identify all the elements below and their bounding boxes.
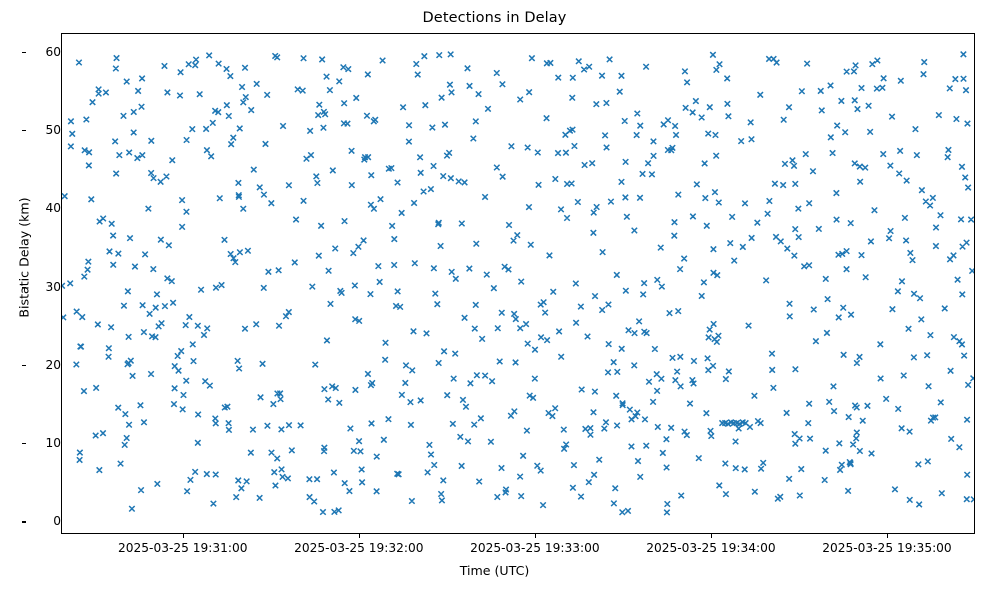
x-tick-label: 2025-03-25 19:34:00 xyxy=(646,541,776,555)
y-tick-label: 0 xyxy=(53,514,61,529)
y-tick-mark xyxy=(22,364,26,366)
y-tick-mark xyxy=(22,443,26,445)
plot-area xyxy=(61,33,975,534)
x-axis-label: Time (UTC) xyxy=(459,563,530,578)
x-tick-mark xyxy=(710,534,712,538)
y-tick-label: 60 xyxy=(45,44,61,59)
x-tick-label: 2025-03-25 19:35:00 xyxy=(822,541,952,555)
x-tick-mark xyxy=(886,534,889,538)
x-tick-label: 2025-03-25 19:32:00 xyxy=(294,541,424,555)
y-tick-label: 50 xyxy=(45,123,61,138)
x-tick-label: 2025-03-25 19:33:00 xyxy=(470,541,600,555)
scatter-points xyxy=(62,51,974,516)
y-tick-mark xyxy=(22,208,26,210)
marker-group xyxy=(62,51,974,516)
x-tick-mark xyxy=(182,534,184,538)
x-tick-mark xyxy=(358,534,360,538)
y-tick-mark xyxy=(22,130,26,132)
y-axis-ticks: 0 10 20 30 40 50 60 xyxy=(22,33,61,534)
y-tick-label: 10 xyxy=(45,436,61,451)
y-tick-mark xyxy=(22,51,26,53)
y-tick-label: 20 xyxy=(45,357,61,372)
scatter-marker-path xyxy=(62,51,974,516)
x-tick-mark xyxy=(534,534,536,538)
y-tick-mark xyxy=(22,286,26,288)
y-tick-label: 40 xyxy=(45,201,61,216)
page-title: Detections in Delay xyxy=(422,10,567,26)
x-axis-ticks: 2025-03-25 19:31:00 2025-03-25 19:32:00 20… xyxy=(61,534,975,560)
y-tick-label: 30 xyxy=(45,279,61,294)
x-tick-label: 2025-03-25 19:31:00 xyxy=(118,541,248,555)
y-tick-mark xyxy=(22,521,26,523)
